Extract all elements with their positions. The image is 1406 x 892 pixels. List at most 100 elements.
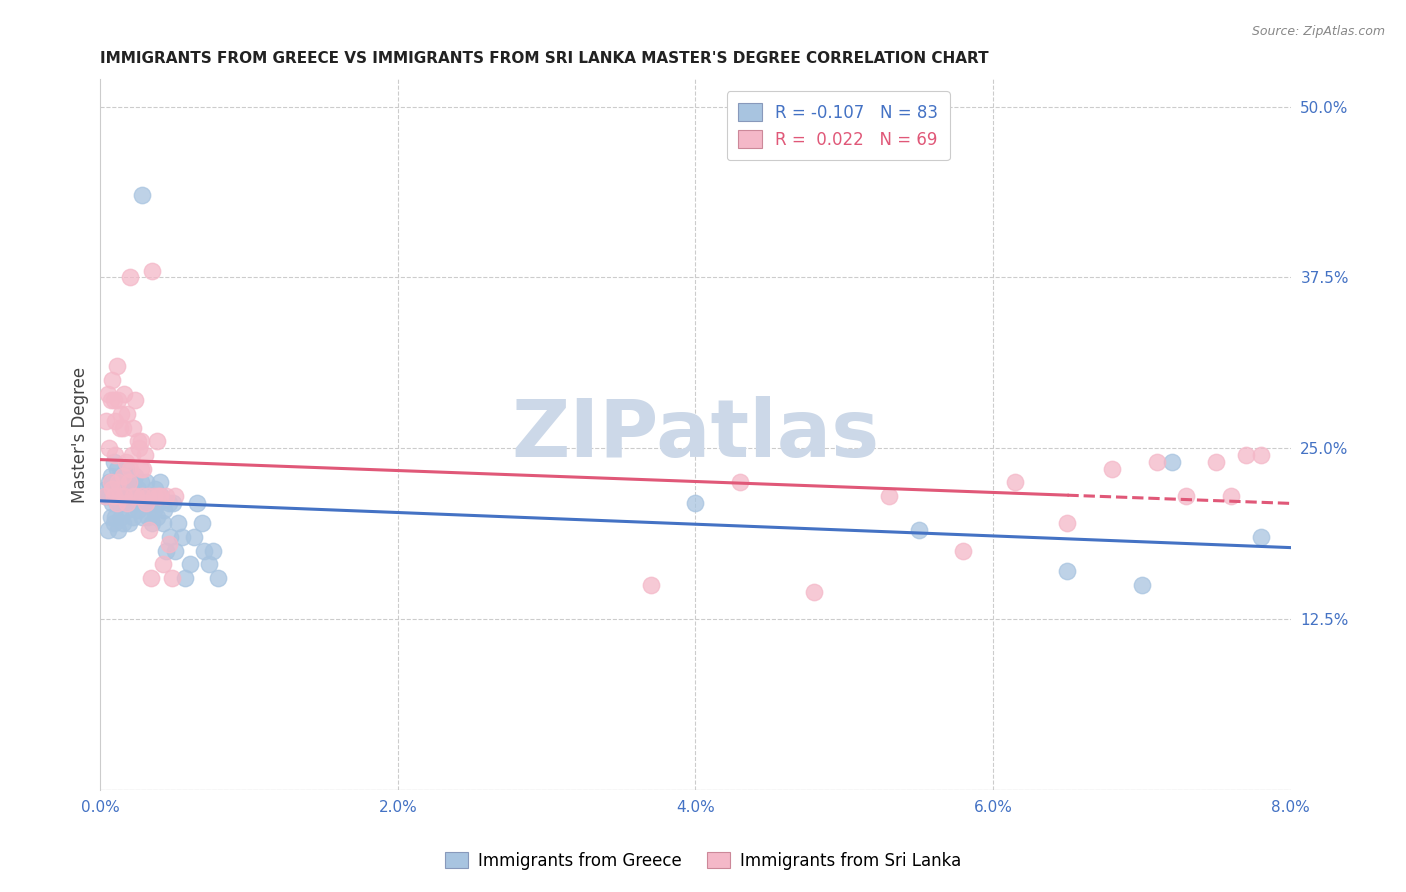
Text: ZIPatlas: ZIPatlas <box>512 395 880 474</box>
Point <box>100 393 122 408</box>
Point <box>111 468 134 483</box>
Point <box>98 442 121 456</box>
Point <box>122 421 145 435</box>
Point <box>96 482 118 496</box>
Point <box>202 543 225 558</box>
Point <box>107 482 129 496</box>
Point <box>129 475 152 490</box>
Point <box>108 468 131 483</box>
Point <box>1175 489 1198 503</box>
Point <box>907 523 929 537</box>
Point <box>132 496 155 510</box>
Point <box>101 482 124 496</box>
Point <box>101 373 124 387</box>
Point <box>111 475 134 490</box>
Point <box>105 462 128 476</box>
Point <box>127 482 149 496</box>
Point <box>146 434 169 449</box>
Point <box>104 414 127 428</box>
Point <box>803 584 825 599</box>
Point <box>155 489 177 503</box>
Point <box>148 489 170 503</box>
Point <box>122 489 145 503</box>
Point <box>145 482 167 496</box>
Point <box>183 530 205 544</box>
Point <box>1234 448 1257 462</box>
Point <box>149 475 172 490</box>
Point <box>685 496 707 510</box>
Point <box>105 475 128 490</box>
Point <box>107 475 129 490</box>
Point <box>115 407 138 421</box>
Point <box>141 263 163 277</box>
Point <box>190 516 212 531</box>
Point <box>115 489 138 503</box>
Point <box>160 571 183 585</box>
Point <box>136 509 159 524</box>
Point <box>139 571 162 585</box>
Point <box>153 502 176 516</box>
Point <box>124 489 146 503</box>
Point <box>105 359 128 374</box>
Point <box>110 509 132 524</box>
Point <box>162 496 184 510</box>
Point <box>134 489 156 503</box>
Point <box>128 489 150 503</box>
Point <box>108 421 131 435</box>
Point <box>1146 455 1168 469</box>
Point <box>163 489 186 503</box>
Point <box>107 523 129 537</box>
Point <box>138 523 160 537</box>
Point <box>111 516 134 531</box>
Point <box>112 386 135 401</box>
Point <box>114 462 136 476</box>
Point <box>94 489 117 503</box>
Point <box>104 489 127 503</box>
Point <box>139 489 162 503</box>
Point <box>94 489 117 503</box>
Point <box>207 571 229 585</box>
Point <box>1056 516 1078 531</box>
Point <box>198 558 221 572</box>
Legend: Immigrants from Greece, Immigrants from Sri Lanka: Immigrants from Greece, Immigrants from … <box>439 846 967 877</box>
Point <box>105 496 128 510</box>
Point <box>1250 448 1272 462</box>
Point <box>97 523 120 537</box>
Point <box>100 509 122 524</box>
Point <box>105 496 128 510</box>
Point <box>149 489 172 503</box>
Point <box>96 414 118 428</box>
Point <box>142 489 165 503</box>
Point <box>115 502 138 516</box>
Point <box>120 270 142 285</box>
Point <box>112 489 135 503</box>
Point <box>1250 530 1272 544</box>
Point <box>103 455 125 469</box>
Point <box>114 482 136 496</box>
Point <box>101 475 124 490</box>
Point <box>103 393 125 408</box>
Text: Source: ZipAtlas.com: Source: ZipAtlas.com <box>1251 25 1385 38</box>
Point <box>132 462 155 476</box>
Point <box>193 543 215 558</box>
Point <box>117 475 139 490</box>
Point <box>110 407 132 421</box>
Point <box>163 543 186 558</box>
Point <box>117 516 139 531</box>
Point <box>129 462 152 476</box>
Point <box>1160 455 1182 469</box>
Text: IMMIGRANTS FROM GREECE VS IMMIGRANTS FROM SRI LANKA MASTER'S DEGREE CORRELATION : IMMIGRANTS FROM GREECE VS IMMIGRANTS FRO… <box>100 51 988 66</box>
Point <box>131 188 153 202</box>
Point <box>142 502 165 516</box>
Point <box>103 489 125 503</box>
Point <box>104 509 127 524</box>
Point <box>100 468 122 483</box>
Point <box>98 489 121 503</box>
Point <box>97 386 120 401</box>
Point <box>152 516 174 531</box>
Point <box>179 558 201 572</box>
Point <box>112 468 135 483</box>
Point <box>110 489 132 503</box>
Point <box>157 496 180 510</box>
Point <box>152 558 174 572</box>
